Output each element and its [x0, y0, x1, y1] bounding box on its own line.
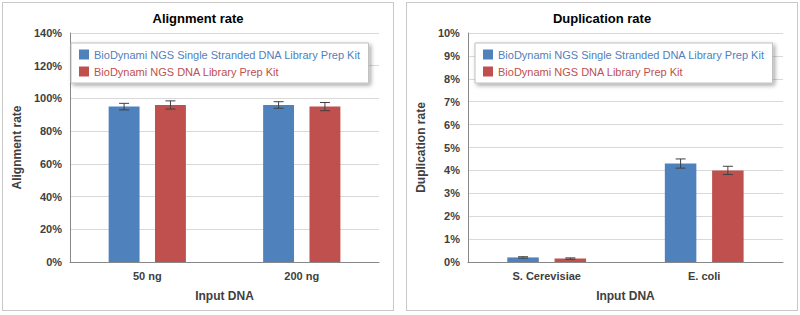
svg-text:Duplication rate: Duplication rate: [414, 102, 428, 193]
svg-text:0%: 0%: [46, 256, 62, 268]
svg-text:100%: 100%: [34, 92, 62, 104]
svg-text:2%: 2%: [444, 210, 460, 222]
svg-text:20%: 20%: [40, 223, 62, 235]
svg-text:Alignment rate: Alignment rate: [10, 105, 24, 189]
svg-text:E. coli: E. coli: [688, 270, 720, 282]
svg-text:S. Cerevisiae: S. Cerevisiae: [512, 270, 581, 282]
svg-text:Input DNA: Input DNA: [596, 289, 655, 303]
svg-text:0%: 0%: [444, 256, 460, 268]
svg-text:BioDynami NGS DNA Library Prep: BioDynami NGS DNA Library Prep Kit: [94, 66, 279, 78]
svg-text:60%: 60%: [40, 158, 62, 170]
svg-text:10%: 10%: [438, 27, 460, 39]
svg-text:40%: 40%: [40, 191, 62, 203]
svg-text:8%: 8%: [444, 73, 460, 85]
svg-text:200 ng: 200 ng: [284, 270, 319, 282]
svg-text:9%: 9%: [444, 50, 460, 62]
svg-text:3%: 3%: [444, 187, 460, 199]
svg-text:Duplication rate: Duplication rate: [553, 11, 651, 26]
svg-text:BioDynami NGS DNA Library Prep: BioDynami NGS DNA Library Prep Kit: [498, 66, 683, 78]
svg-text:140%: 140%: [34, 27, 62, 39]
svg-text:Alignment rate: Alignment rate: [152, 11, 243, 26]
svg-text:Input DNA: Input DNA: [195, 289, 254, 303]
svg-text:5%: 5%: [444, 142, 460, 154]
svg-text:80%: 80%: [40, 125, 62, 137]
svg-text:6%: 6%: [444, 119, 460, 131]
svg-text:4%: 4%: [444, 164, 460, 176]
svg-text:50 ng: 50 ng: [133, 270, 162, 282]
svg-text:BioDynami NGS Single Stranded: BioDynami NGS Single Stranded DNA Librar…: [498, 49, 764, 61]
svg-text:1%: 1%: [444, 233, 460, 245]
svg-text:120%: 120%: [34, 60, 62, 72]
svg-text:7%: 7%: [444, 96, 460, 108]
svg-text:BioDynami NGS Single Stranded: BioDynami NGS Single Stranded DNA Librar…: [94, 49, 360, 61]
